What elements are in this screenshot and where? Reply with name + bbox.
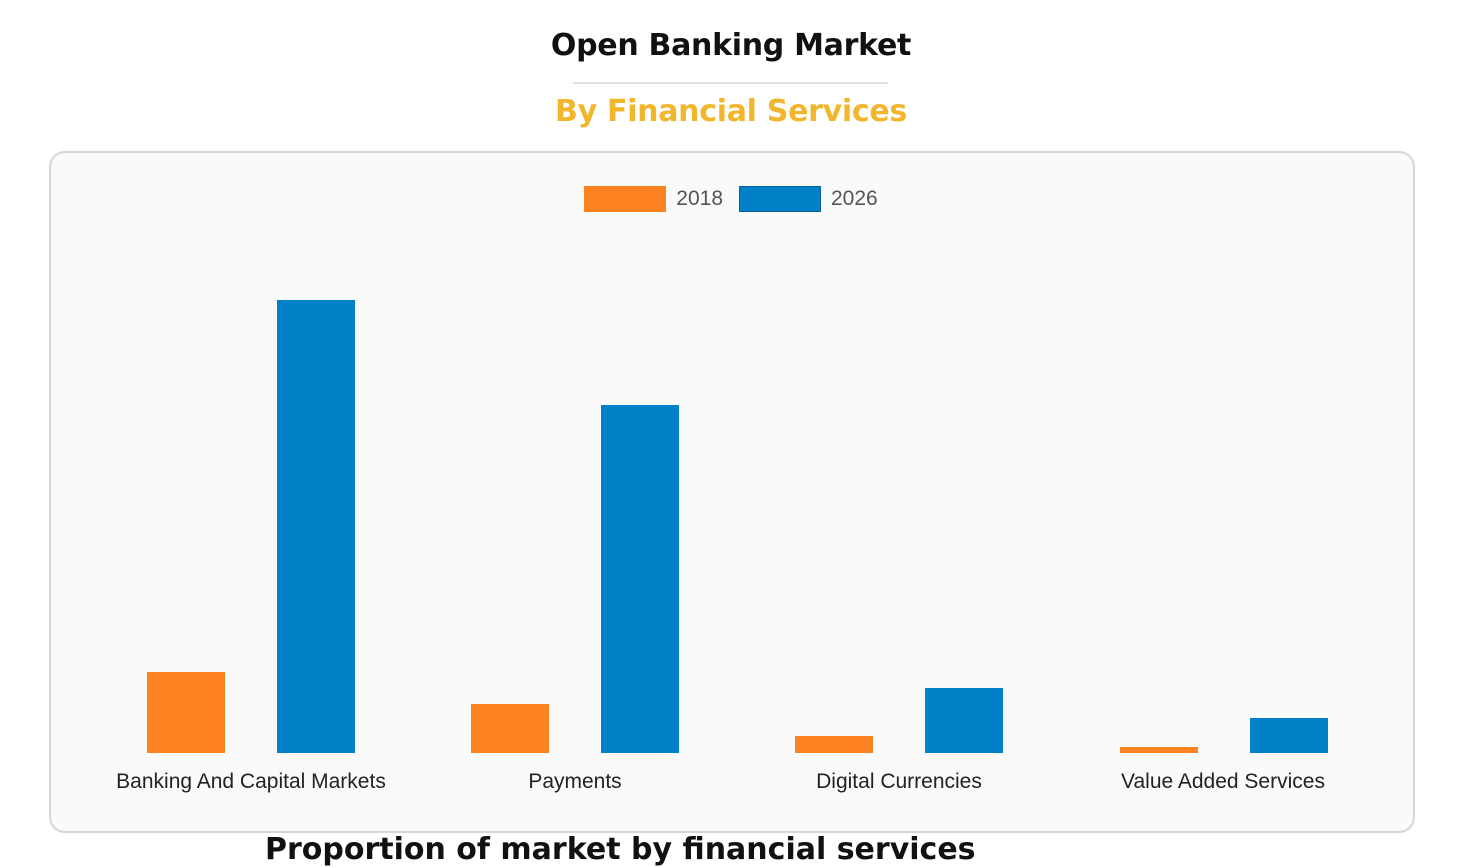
title-divider: [573, 82, 888, 84]
bar-2018-3[interactable]: [1120, 747, 1198, 753]
legend-swatch-2018: [584, 186, 667, 212]
cut-off-caption: Proportion of market by financial servic…: [265, 832, 976, 867]
bar-2026-3[interactable]: [1250, 718, 1328, 753]
legend-label-2018: 2018: [676, 187, 723, 210]
x-label-value-added: Value Added Services: [1121, 770, 1325, 793]
legend-item-2018[interactable]: 2018: [584, 186, 723, 212]
legend-swatch-2026: [739, 186, 821, 212]
chart-card: [49, 151, 1415, 833]
x-label-digital-currencies: Digital Currencies: [816, 770, 982, 793]
bar-2026-2[interactable]: [925, 688, 1003, 753]
legend: 2018 2026: [0, 186, 1462, 212]
bar-2026-0[interactable]: [277, 300, 355, 753]
legend-item-2026[interactable]: 2026: [739, 186, 878, 212]
chart-title: Open Banking Market: [550, 28, 912, 63]
legend-label-2026: 2026: [831, 187, 878, 210]
bar-2018-1[interactable]: [471, 704, 549, 753]
bar-2018-2[interactable]: [795, 736, 873, 753]
x-label-banking: Banking And Capital Markets: [116, 770, 386, 793]
bar-2026-1[interactable]: [601, 405, 679, 753]
x-label-payments: Payments: [528, 770, 622, 793]
chart-subtitle: By Financial Services: [555, 94, 907, 129]
bar-2018-0[interactable]: [147, 672, 225, 753]
